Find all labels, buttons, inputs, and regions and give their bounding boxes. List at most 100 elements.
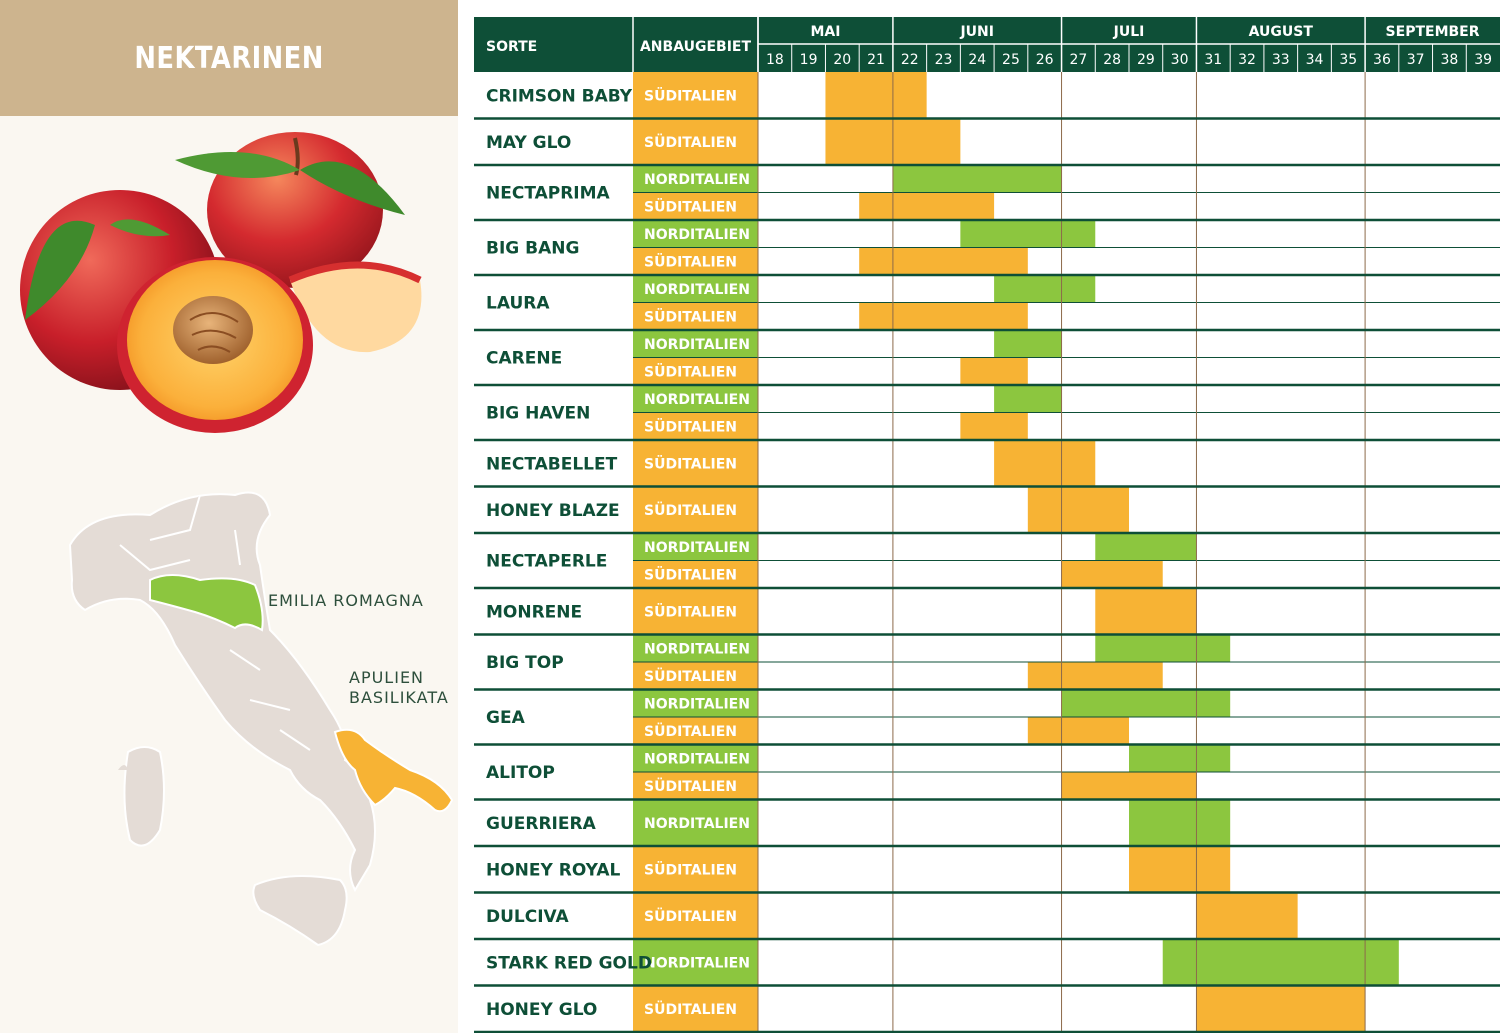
region-label-sued: SÜDITALIEN: [644, 454, 737, 472]
harvest-bar: [859, 247, 1028, 275]
week-label: 18: [766, 52, 784, 68]
variety-name: HONEY GLO: [486, 1000, 597, 1020]
region-label-nord: NORDITALIEN: [644, 172, 750, 188]
region-cell-sued: [633, 486, 758, 533]
region-cell-nord: [633, 385, 758, 413]
region-cell-nord: [633, 165, 758, 193]
harvest-bar: [859, 302, 1028, 330]
harvest-bar: [994, 440, 1096, 487]
region-cell-sued: [633, 717, 758, 745]
region-cell-sued: [633, 560, 758, 588]
month-label-mai: MAI: [810, 24, 840, 40]
region-cell-nord: [633, 275, 758, 303]
region-cell-sued: [633, 247, 758, 275]
region-cell-nord: [633, 939, 758, 986]
harvest-bar: [1196, 892, 1298, 939]
sardinia: [118, 746, 165, 847]
week-label: 33: [1272, 52, 1290, 68]
region-label-nord: NORDITALIEN: [644, 751, 750, 767]
week-label: 28: [1103, 52, 1121, 68]
month-label-juli: JULI: [1113, 24, 1145, 40]
variety-name: DULCIVA: [486, 907, 570, 927]
harvest-bar: [892, 165, 1062, 193]
sicily: [252, 875, 348, 947]
region-cell-sued: [633, 846, 758, 893]
region-cell-sued: [633, 892, 758, 939]
region-cell-sued: [633, 772, 758, 800]
region-label-sued: SÜDITALIEN: [644, 501, 737, 519]
region-cell-sued: [633, 192, 758, 220]
region-label-nord: NORDITALIEN: [644, 540, 750, 556]
region-label-sued: SÜDITALIEN: [644, 86, 737, 104]
month-label-juni: JUNI: [959, 24, 994, 40]
region-cell-sued: [633, 588, 758, 635]
variety-name: NECTAPERLE: [486, 552, 607, 572]
region-label-sued: SÜDITALIEN: [644, 133, 737, 151]
variety-name: BIG BANG: [486, 239, 579, 259]
column-header-anbaugebiet: ANBAUGEBIET: [640, 39, 751, 55]
harvest-bar: [1061, 560, 1163, 588]
label-emilia-romagna: EMILIA ROMAGNA: [268, 591, 424, 610]
region-cell-sued: [633, 357, 758, 385]
variety-name: NECTABELLET: [486, 454, 618, 474]
italy-map: [68, 491, 454, 947]
region-cell-sued: [633, 118, 758, 165]
region-cell-nord: [633, 220, 758, 248]
region-label-sued: SÜDITALIEN: [644, 1000, 737, 1018]
region-cell-sued: [633, 662, 758, 690]
week-label: 22: [901, 52, 919, 68]
week-label: 36: [1373, 52, 1391, 68]
week-label: 24: [968, 52, 986, 68]
harvest-bar: [994, 330, 1062, 358]
variety-name: HONEY BLAZE: [486, 501, 620, 521]
variety-name: BIG TOP: [486, 653, 564, 673]
month-label-september: SEPTEMBER: [1386, 24, 1480, 40]
week-label: 34: [1306, 52, 1324, 68]
harvest-calendar-chart: SORTE ANBAUGEBIET MAI JUNI JULI AUGUST SEPTEMB…: [474, 17, 1500, 1033]
region-label-sued: SÜDITALIEN: [644, 565, 737, 583]
region-cell-sued: [633, 302, 758, 330]
harvest-bar: [1129, 799, 1231, 846]
region-label-sued: SÜDITALIEN: [644, 860, 737, 878]
page-title: NEKTARINEN: [134, 40, 324, 76]
nectarine-illustration: [20, 132, 422, 433]
harvest-bar: [960, 357, 1028, 385]
harvest-bar: [994, 275, 1096, 303]
week-label: 31: [1204, 52, 1222, 68]
region-label-sued: SÜDITALIEN: [644, 722, 737, 740]
harvest-bar: [1129, 846, 1231, 893]
harvest-bar: [859, 192, 995, 220]
variety-name: BIG HAVEN: [486, 404, 590, 424]
harvest-bar: [1061, 689, 1231, 717]
left-panel: NEKTARINEN: [0, 0, 458, 1033]
region-label-nord: NORDITALIEN: [644, 696, 750, 712]
week-label: 27: [1069, 52, 1087, 68]
harvest-bar: [1162, 939, 1399, 986]
region-label-nord: NORDITALIEN: [644, 337, 750, 353]
label-basilikata: BASILIKATA: [349, 688, 449, 707]
region-label-sued: SÜDITALIEN: [644, 307, 737, 325]
region-cell-nord: [633, 533, 758, 561]
region-label-sued: SÜDITALIEN: [644, 602, 737, 620]
region-label-sued: SÜDITALIEN: [644, 417, 737, 435]
region-label-sued: SÜDITALIEN: [644, 197, 737, 215]
harvest-bar: [1027, 717, 1129, 745]
harvest-bar: [1129, 744, 1231, 772]
emilia-romagna-region: [149, 574, 264, 632]
variety-name: HONEY ROYAL: [486, 860, 621, 880]
variety-name: LAURA: [486, 294, 550, 314]
region-label-sued: SÜDITALIEN: [644, 362, 737, 380]
month-label-august: AUGUST: [1249, 24, 1314, 40]
harvest-bar: [1095, 533, 1197, 561]
harvest-bar: [1027, 486, 1129, 533]
harvest-bar: [1061, 772, 1197, 800]
week-label: 19: [800, 52, 818, 68]
apulien-basilikata-region: [333, 728, 454, 813]
week-label: 30: [1171, 52, 1189, 68]
harvest-bar: [960, 412, 1028, 440]
region-label-nord: NORDITALIEN: [644, 955, 750, 971]
region-label-nord: NORDITALIEN: [644, 816, 750, 832]
region-cell-sued: [633, 985, 758, 1032]
week-label: 32: [1238, 52, 1256, 68]
harvest-bar: [994, 385, 1062, 413]
